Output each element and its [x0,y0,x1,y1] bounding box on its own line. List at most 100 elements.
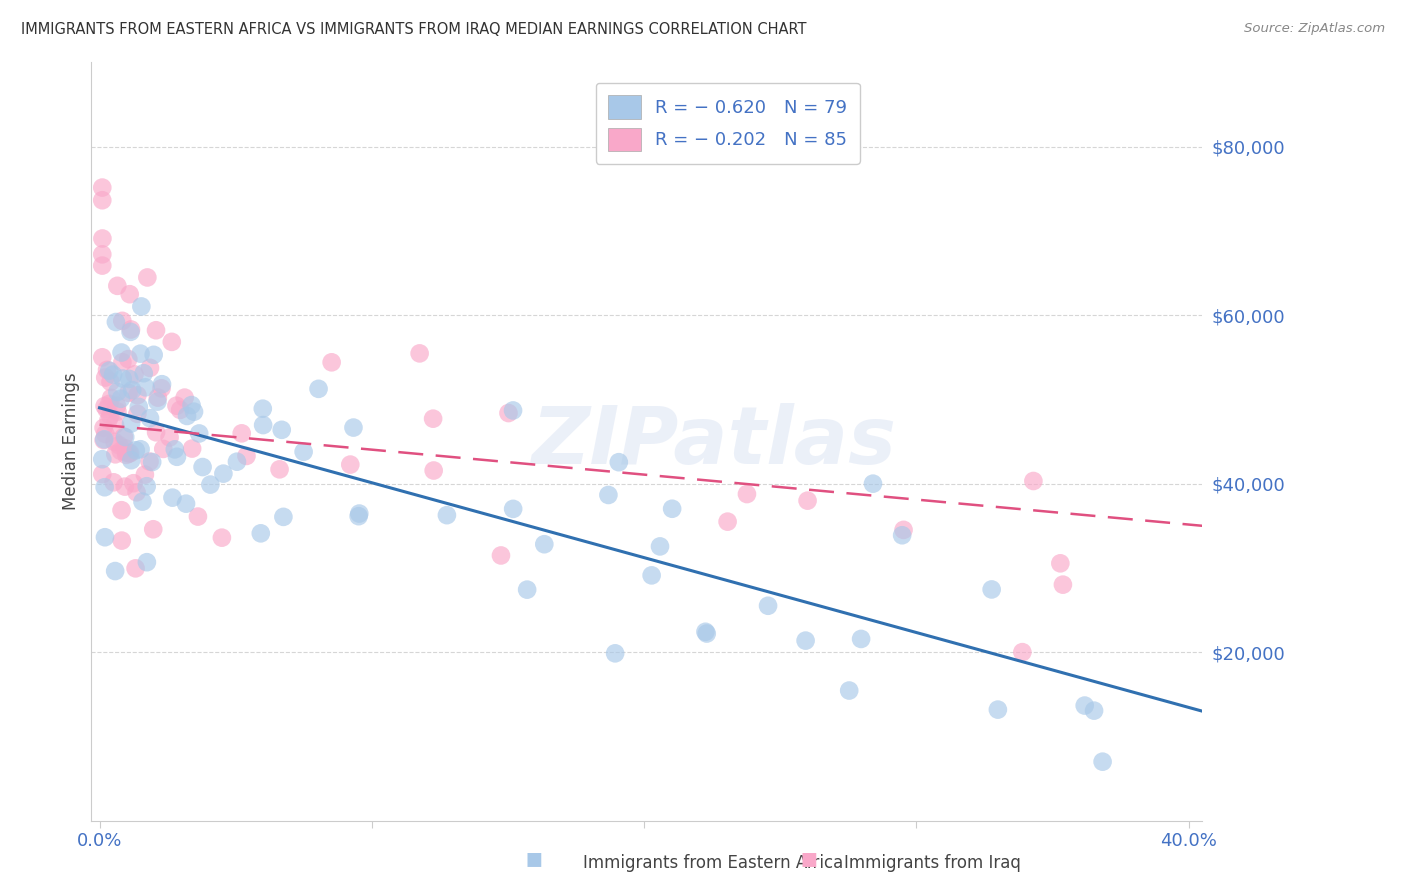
Point [1022,474,1045,488]
Point [93,433,115,447]
Point [101,368,124,382]
Point [120,446,142,460]
Point [105,384,128,399]
Point [111,533,134,548]
Point [104,315,127,329]
Point [100,375,122,389]
Point [103,475,125,490]
Point [125,485,148,500]
Point [115,445,138,459]
Point [249,526,271,541]
Point [607,455,630,469]
Point [849,632,872,646]
Point [735,487,758,501]
Point [94,370,117,384]
Point [120,325,142,339]
Point [118,372,141,386]
Point [200,477,222,491]
Point [270,423,292,437]
Point [422,463,444,477]
Point [138,454,160,468]
Point [891,528,914,542]
Y-axis label: Median Earnings: Median Earnings [62,373,80,510]
Point [252,418,274,433]
Point [111,355,134,369]
Point [150,381,173,395]
Point [269,462,291,476]
Point [134,380,156,394]
Point [516,582,538,597]
Point [339,458,361,472]
Point [114,480,136,494]
Point [191,460,214,475]
Point [349,507,371,521]
Point [121,383,143,397]
Point [696,626,718,640]
Point [122,476,145,491]
Text: ▪: ▪ [524,845,544,872]
Point [408,346,430,360]
Point [756,599,779,613]
Point [661,501,683,516]
Text: ▪: ▪ [799,845,818,872]
Point [93,480,115,494]
Point [321,355,343,369]
Point [605,646,627,660]
Point [181,442,204,456]
Point [176,409,198,423]
Point [135,555,157,569]
Point [163,442,186,457]
Point [124,561,146,575]
Point [640,568,662,582]
Point [145,323,167,337]
Point [117,352,139,367]
Point [347,509,370,524]
Point [104,564,127,578]
Point [96,402,118,417]
Text: IMMIGRANTS FROM EASTERN AFRICA VS IMMIGRANTS FROM IRAQ MEDIAN EARNINGS CORRELATI: IMMIGRANTS FROM EASTERN AFRICA VS IMMIGR… [21,22,807,37]
Point [231,426,253,441]
Point [131,300,153,314]
Point [1073,698,1095,713]
Point [502,501,524,516]
Point [1083,704,1105,718]
Point [115,448,138,462]
Point [103,434,125,449]
Point [136,270,159,285]
Point [695,624,717,639]
Text: Source: ZipAtlas.com: Source: ZipAtlas.com [1244,22,1385,36]
Point [91,467,114,482]
Point [114,442,136,456]
Point [110,443,132,458]
Point [94,426,117,441]
Point [893,523,915,537]
Point [436,508,458,523]
Point [104,447,127,461]
Point [91,247,114,261]
Point [980,582,1002,597]
Point [127,388,149,402]
Point [142,348,165,362]
Point [98,409,121,423]
Point [91,351,114,365]
Point [796,493,818,508]
Point [129,442,152,457]
Point [125,443,148,458]
Point [212,467,235,481]
Point [132,366,155,380]
Text: Immigrants from Iraq: Immigrants from Iraq [844,855,1021,872]
Point [93,421,115,435]
Point [160,334,183,349]
Point [308,382,330,396]
Point [120,417,142,431]
Point [146,394,169,409]
Legend: R = − 0.620  N = 79, R = − 0.202  N = 85: R = − 0.620 N = 79, R = − 0.202 N = 85 [596,83,860,163]
Point [173,391,195,405]
Point [183,405,205,419]
Point [110,503,132,517]
Point [139,360,162,375]
Point [166,450,188,464]
Point [98,364,121,378]
Point [142,522,165,536]
Point [150,377,173,392]
